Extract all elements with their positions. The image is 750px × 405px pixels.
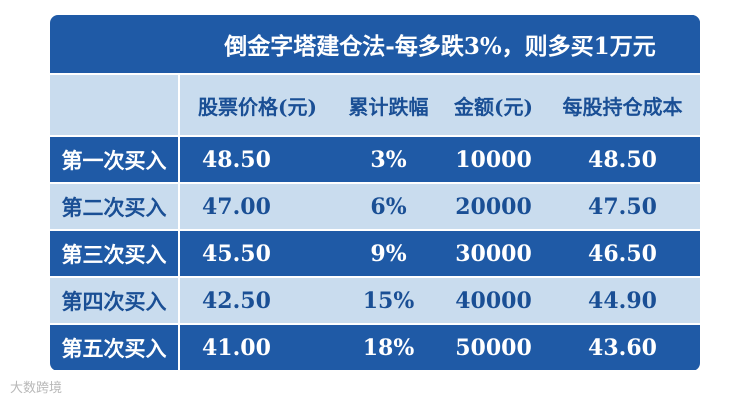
column-header: 每股持仓成本 — [545, 75, 700, 135]
table-cell: 46.50 — [545, 231, 700, 276]
table-cell: 18% — [335, 325, 442, 370]
table-cell: 43.60 — [545, 325, 700, 370]
column-header: 累计跌幅 — [335, 75, 442, 135]
table-cell: 41.00 — [180, 325, 335, 370]
title: 倒金字塔建仓法-每多跌3%，则多买1万元 — [180, 15, 700, 73]
table-cell: 44.90 — [545, 278, 700, 323]
table: 倒金字塔建仓法-每多跌3%，则多买1万元 股票价格(元) 累计跌幅 金额(元) 每股持仓… — [50, 15, 700, 371]
table-cell: 30000 — [442, 231, 545, 276]
row-label: 第二次买入 — [50, 184, 178, 229]
header-blank — [50, 75, 178, 135]
table-cell: 20000 — [442, 184, 545, 229]
table-cell: 40000 — [442, 278, 545, 323]
table-cell: 9% — [335, 231, 442, 276]
table-cell: 42.50 — [180, 278, 335, 323]
table-cell: 47.00 — [180, 184, 335, 229]
column-header: 金额(元) — [442, 75, 545, 135]
row-label: 第五次买入 — [50, 325, 178, 370]
table-cell: 10000 — [442, 137, 545, 182]
table-cell: 47.50 — [545, 184, 700, 229]
row-label: 第四次买入 — [50, 278, 178, 323]
table-cell: 3% — [335, 137, 442, 182]
table-cell: 48.50 — [545, 137, 700, 182]
table-cell: 50000 — [442, 325, 545, 370]
row-label: 第三次买入 — [50, 231, 178, 276]
row-label: 第一次买入 — [50, 137, 178, 182]
table-cell: 15% — [335, 278, 442, 323]
table-cell: 6% — [335, 184, 442, 229]
column-header: 股票价格(元) — [180, 75, 335, 135]
watermark: 大数跨境 — [10, 381, 63, 396]
table-cell: 45.50 — [180, 231, 335, 276]
table-cell: 48.50 — [180, 137, 335, 182]
